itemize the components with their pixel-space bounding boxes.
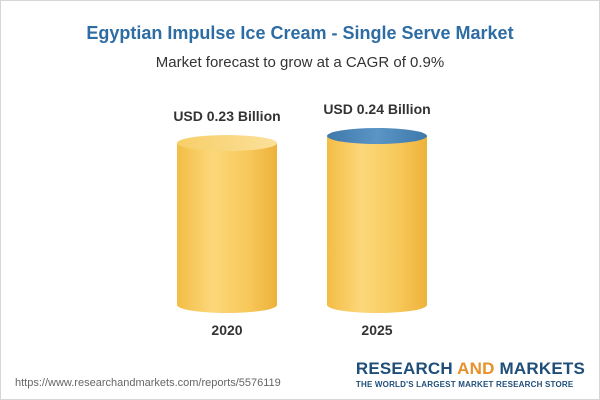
brand-logo: RESEARCH AND MARKETS THE WORLD'S LARGEST… <box>356 359 585 389</box>
data-label-2020: USD 0.23 Billion <box>173 108 280 124</box>
bar-body-2025 <box>327 136 427 313</box>
bar-top-2025 <box>327 128 427 144</box>
bar-body-2020 <box>177 143 277 313</box>
data-label-2025: USD 0.24 Billion <box>323 101 430 117</box>
bar-top-2020 <box>177 135 277 152</box>
source-url: https://www.researchandmarkets.com/repor… <box>15 377 281 389</box>
chart-subtitle: Market forecast to grow at a CAGR of 0.9… <box>155 54 445 71</box>
brand-name-accent: AND <box>457 359 495 378</box>
brand-name: RESEARCH AND MARKETS <box>356 359 585 379</box>
bar-2025: USD 0.24 Billion 2025 <box>323 101 430 338</box>
chart-title: Egyptian Impulse Ice Cream - Single Serv… <box>86 23 514 43</box>
brand-name-part3: MARKETS <box>494 359 585 378</box>
x-tick-2025: 2025 <box>361 322 392 338</box>
bar-2020: USD 0.23 Billion 2020 <box>173 108 280 338</box>
x-tick-2020: 2020 <box>211 322 242 338</box>
brand-name-part1: RESEARCH <box>355 359 458 378</box>
brand-tagline: THE WORLD'S LARGEST MARKET RESEARCH STOR… <box>355 380 574 389</box>
